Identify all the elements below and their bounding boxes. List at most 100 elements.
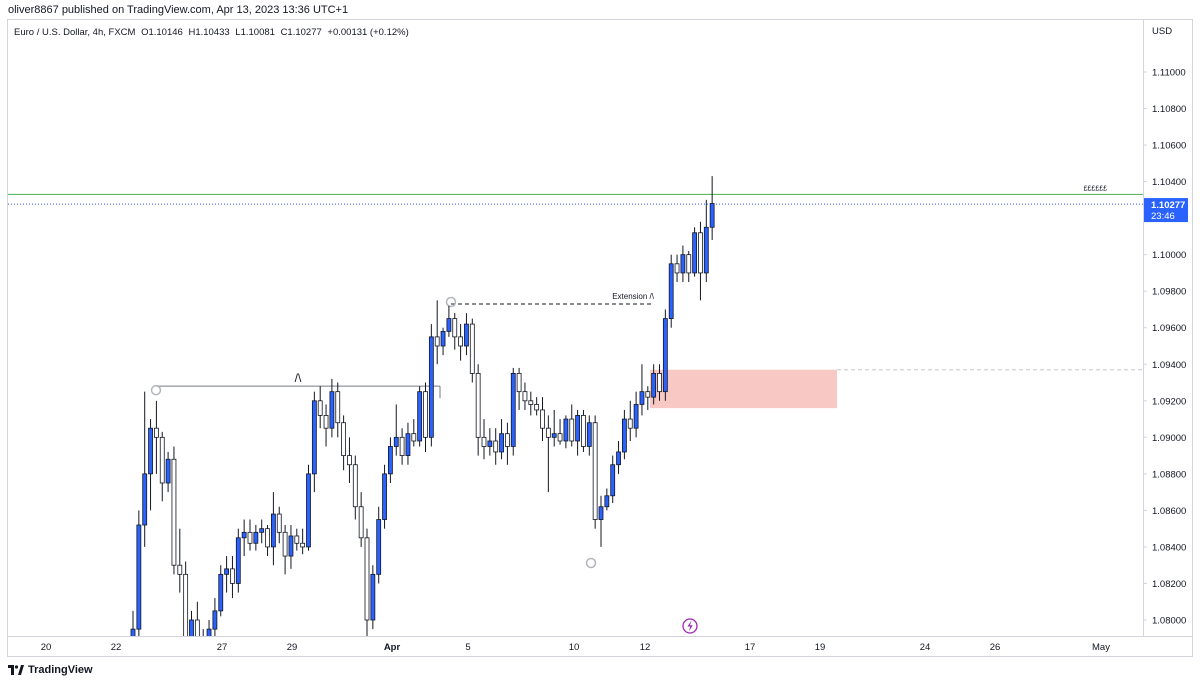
candle <box>376 506 382 584</box>
candle <box>709 176 715 241</box>
candle <box>499 419 504 460</box>
candle <box>382 464 387 529</box>
candle <box>510 367 516 456</box>
candle <box>616 440 621 474</box>
candle <box>393 404 399 456</box>
candle <box>153 400 159 474</box>
swing-point-marker[interactable] <box>150 384 162 396</box>
candle <box>370 565 376 630</box>
candle <box>464 313 469 356</box>
svg-text:22: 22 <box>111 642 122 653</box>
candle <box>148 419 153 511</box>
price-tick: 1.09800 <box>1143 287 1186 298</box>
svg-text:1.10600: 1.10600 <box>1152 141 1186 152</box>
price-tick: 1.08400 <box>1143 542 1186 553</box>
open-value: O1.10146 <box>141 27 183 38</box>
svg-text:Apr: Apr <box>384 642 401 653</box>
time-tick: 17 <box>745 642 756 653</box>
time-tick: 22 <box>111 642 122 653</box>
candle <box>235 528 241 593</box>
candle <box>177 528 183 593</box>
swing-high-marker[interactable] <box>445 296 457 308</box>
candle <box>487 428 493 456</box>
price-tick: 1.10400 <box>1143 177 1186 188</box>
candle <box>668 254 674 328</box>
svg-text:1.09800: 1.09800 <box>1152 287 1186 298</box>
candle <box>352 455 358 520</box>
candle <box>698 221 703 301</box>
event-lightning-icon[interactable] <box>682 618 698 634</box>
price-tick: 1.08800 <box>1143 469 1186 480</box>
candle <box>130 610 136 636</box>
candle <box>317 386 323 429</box>
candle <box>610 455 616 504</box>
svg-text:5: 5 <box>465 642 470 653</box>
price-tick: 1.10600 <box>1143 141 1186 152</box>
candle <box>639 364 645 416</box>
candle <box>633 391 639 438</box>
candle <box>522 382 528 410</box>
svg-text:19: 19 <box>815 642 826 653</box>
candle <box>347 437 352 483</box>
footer-brand[interactable]: TradingView <box>8 664 93 676</box>
svg-text:1.10277: 1.10277 <box>1151 200 1185 211</box>
time-tick: 19 <box>815 642 826 653</box>
candle <box>657 364 662 401</box>
symbol-name[interactable]: Euro / U.S. Dollar, 4h, FXCM <box>14 27 136 38</box>
candle <box>224 556 230 593</box>
price-tick: 1.10800 <box>1143 104 1186 115</box>
candle <box>516 367 522 410</box>
svg-text:1.08200: 1.08200 <box>1152 579 1186 590</box>
candle <box>481 419 487 460</box>
time-tick: 24 <box>920 642 931 653</box>
candle <box>364 528 370 636</box>
svg-text:1.08000: 1.08000 <box>1152 616 1186 627</box>
price-axis[interactable]: 1.110001.108001.106001.104001.102001.100… <box>1143 68 1186 627</box>
time-tick: May <box>1092 642 1110 653</box>
svg-text:17: 17 <box>745 642 756 653</box>
svg-text:12: 12 <box>640 642 651 653</box>
candles-layer <box>130 176 715 636</box>
time-axis[interactable]: 20 22 27 29 Apr 5 10 12 17 19 24 26 May <box>41 642 1111 653</box>
price-tick: 1.09600 <box>1143 323 1186 334</box>
svg-text:20: 20 <box>41 642 52 653</box>
svg-text:24: 24 <box>920 642 931 653</box>
demand-zone[interactable] <box>650 369 837 409</box>
candle <box>230 556 235 599</box>
price-tick: 1.11000 <box>1143 68 1186 79</box>
candle <box>622 409 627 460</box>
candle <box>692 227 697 277</box>
resistance-label: ££££££ <box>1084 185 1107 192</box>
candle <box>475 364 481 456</box>
tradingview-logo-icon <box>8 665 24 675</box>
candle <box>189 610 194 636</box>
candle <box>142 391 148 547</box>
candle <box>551 409 557 447</box>
candle <box>452 313 458 350</box>
candle <box>504 422 510 465</box>
candle <box>434 300 440 365</box>
symbol-legend: Euro / U.S. Dollar, 4h, FXCM O1.10146 H1… <box>14 27 412 38</box>
candle <box>662 309 668 401</box>
candle <box>218 565 224 617</box>
candle <box>686 251 692 283</box>
candle <box>288 525 294 569</box>
candle <box>183 561 189 636</box>
candle <box>335 382 341 438</box>
price-tick: 1.10000 <box>1143 250 1186 261</box>
svg-text:1.09200: 1.09200 <box>1152 396 1186 407</box>
time-tick: 29 <box>287 642 298 653</box>
swing-low-marker[interactable] <box>585 557 597 569</box>
candle <box>358 492 364 547</box>
candle <box>387 437 393 483</box>
candle <box>171 446 177 575</box>
candle <box>645 386 651 410</box>
candle <box>241 519 247 557</box>
candle <box>417 386 423 447</box>
svg-text:1.09400: 1.09400 <box>1152 360 1186 371</box>
structure-mark: /\ <box>295 371 302 385</box>
price-tick: 1.08000 <box>1143 616 1186 627</box>
candle <box>586 415 592 456</box>
